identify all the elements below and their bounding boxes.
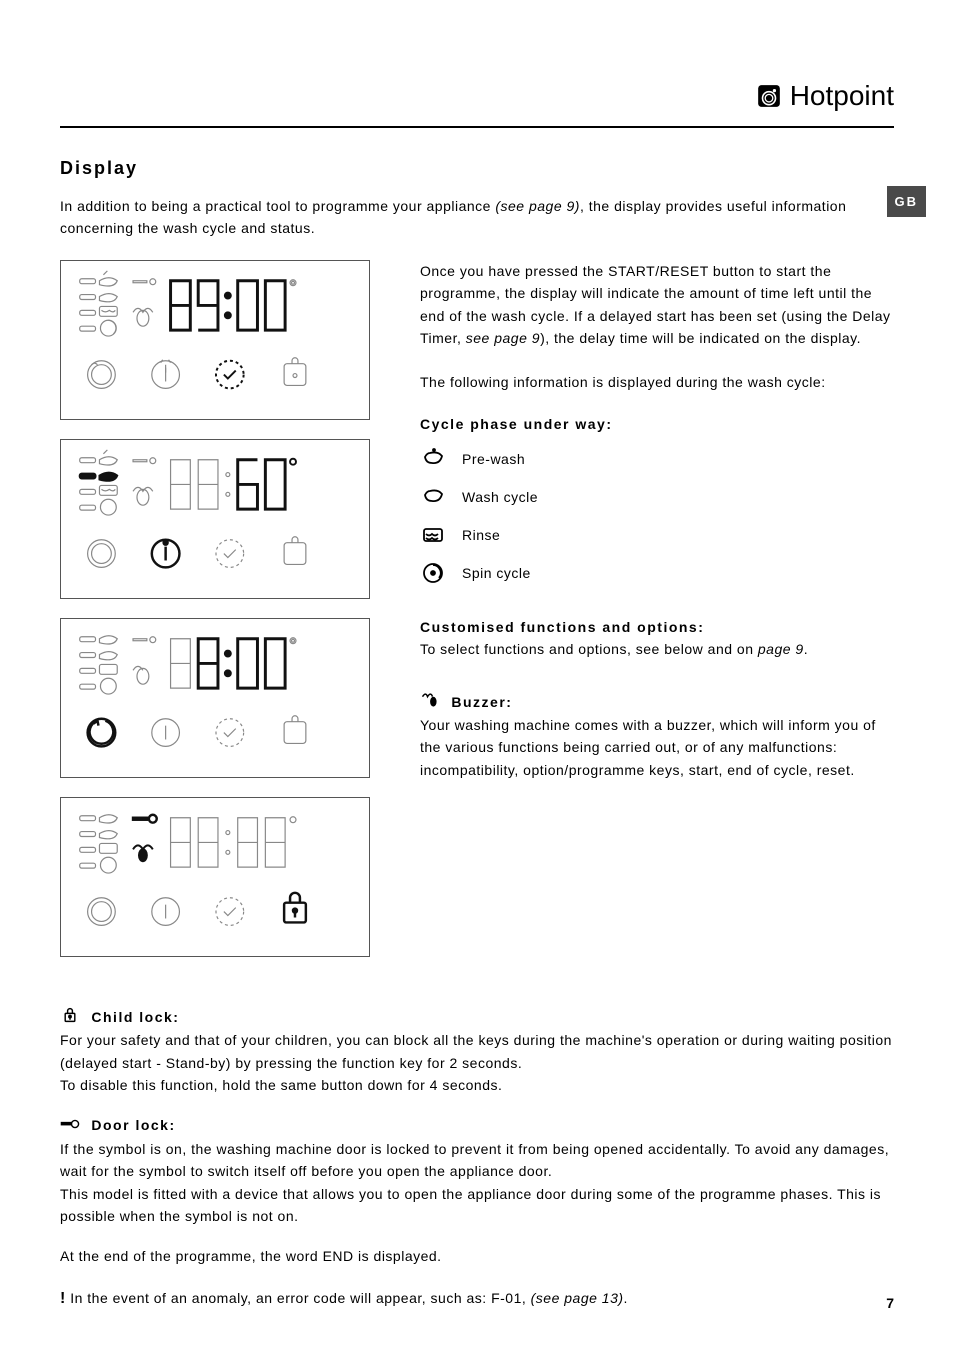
- phase-list: Pre-wash Wash cycle Rinse Spin cycle: [420, 446, 894, 586]
- cycle-phase-heading: Cycle phase under way:: [420, 416, 894, 432]
- door-lock-icon: [60, 1116, 80, 1138]
- brand-header: Hotpoint: [60, 80, 894, 112]
- anomaly-em: (see page 13): [531, 1290, 624, 1306]
- custom-text-b: .: [804, 641, 808, 657]
- p1-text-b: ), the delay time will be indicated on t…: [540, 330, 861, 346]
- two-column-layout: Once you have pressed the START/RESET bu…: [60, 260, 894, 976]
- custom-functions-block: Customised functions and options: To sel…: [420, 616, 894, 661]
- para-start-reset: Once you have pressed the START/RESET bu…: [420, 260, 894, 350]
- anomaly-text: ! In the event of an anomaly, an error c…: [60, 1286, 894, 1312]
- rinse-icon: [420, 522, 446, 548]
- custom-text-em: page 9: [758, 641, 804, 657]
- display-panel-spin: [60, 618, 370, 778]
- right-text-column: Once you have pressed the START/RESET bu…: [420, 260, 894, 976]
- page-number: 7: [886, 1295, 894, 1311]
- buzzer-icon: [420, 692, 440, 714]
- child-lock-block: Child lock: For your safety and that of …: [60, 1006, 894, 1097]
- door-lock-text: If the symbol is on, the washing machine…: [60, 1141, 889, 1224]
- custom-functions-heading: Customised functions and options:: [420, 619, 704, 635]
- anomaly-a: In the event of an anomaly, an error cod…: [66, 1290, 531, 1306]
- anomaly-b: .: [624, 1290, 628, 1306]
- phase-spin-label: Spin cycle: [462, 565, 531, 581]
- wash-icon: [420, 484, 446, 510]
- child-lock-heading: Child lock:: [86, 1009, 179, 1025]
- child-lock-icon: [60, 1007, 80, 1029]
- spin-icon: [420, 560, 446, 586]
- language-tab: GB: [887, 186, 927, 217]
- display-examples-column: [60, 260, 380, 976]
- buzzer-heading: Buzzer:: [446, 694, 512, 710]
- full-width-notes: Child lock: For your safety and that of …: [60, 1006, 894, 1312]
- buzzer-text: Your washing machine comes with a buzzer…: [420, 717, 876, 778]
- p1-em: see page 9: [466, 330, 540, 346]
- intro-em: (see page 9): [495, 198, 580, 214]
- door-lock-block: Door lock: If the symbol is on, the wash…: [60, 1114, 894, 1227]
- phase-rinse: Rinse: [420, 522, 894, 548]
- end-text: At the end of the programme, the word EN…: [60, 1245, 894, 1267]
- buzzer-block: Buzzer: Your washing machine comes with …: [420, 691, 894, 782]
- para-following-info: The following information is displayed d…: [420, 371, 894, 393]
- brand-name: Hotpoint: [790, 80, 894, 112]
- phase-prewash: Pre-wash: [420, 446, 894, 472]
- child-lock-text: For your safety and that of your childre…: [60, 1032, 892, 1093]
- phase-prewash-label: Pre-wash: [462, 451, 525, 467]
- section-title: Display: [60, 158, 894, 179]
- intro-text-a: In addition to being a practical tool to…: [60, 198, 495, 214]
- phase-wash-label: Wash cycle: [462, 489, 538, 505]
- phase-spin: Spin cycle: [420, 560, 894, 586]
- phase-rinse-label: Rinse: [462, 527, 500, 543]
- display-panel-temp: [60, 439, 370, 599]
- display-panel-time: [60, 260, 370, 420]
- header-rule: [60, 126, 894, 128]
- brand-logo: Hotpoint: [756, 80, 894, 112]
- brand-icon: [756, 83, 782, 109]
- intro-paragraph: In addition to being a practical tool to…: [60, 195, 894, 240]
- display-panel-lock: [60, 797, 370, 957]
- phase-wash: Wash cycle: [420, 484, 894, 510]
- door-lock-heading: Door lock:: [86, 1117, 176, 1133]
- prewash-icon: [420, 446, 446, 472]
- custom-text-a: To select functions and options, see bel…: [420, 641, 758, 657]
